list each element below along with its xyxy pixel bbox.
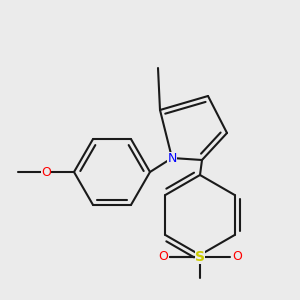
Text: O: O [41,166,51,178]
Text: S: S [195,250,205,264]
Text: O: O [158,250,168,263]
Text: O: O [232,250,242,263]
Text: N: N [167,152,177,164]
